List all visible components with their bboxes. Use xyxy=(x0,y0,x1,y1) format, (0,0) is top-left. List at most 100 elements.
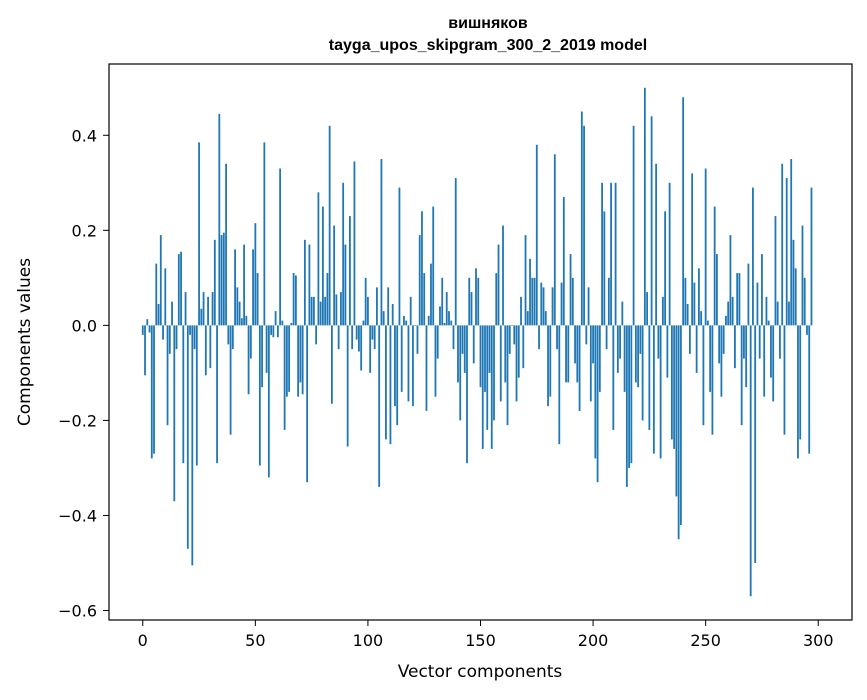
bar-8 xyxy=(159,235,162,326)
bar-19 xyxy=(184,292,187,326)
bar-277 xyxy=(765,296,768,326)
bar-49 xyxy=(252,249,254,326)
bar-7 xyxy=(157,303,160,326)
bar-16 xyxy=(177,254,180,326)
bar-230 xyxy=(659,325,662,459)
bar-81 xyxy=(324,296,327,326)
bar-39 xyxy=(229,325,232,435)
bar-29 xyxy=(207,296,209,326)
bar-243 xyxy=(688,325,691,354)
bar-151 xyxy=(481,325,484,449)
bar-68 xyxy=(294,275,297,326)
y-tick-label: 0.0 xyxy=(72,316,97,335)
bar-37 xyxy=(225,163,227,326)
bar-175 xyxy=(535,144,538,326)
bar-199 xyxy=(589,325,592,402)
bar-116 xyxy=(403,315,405,326)
bar-291 xyxy=(797,325,799,459)
bar-63 xyxy=(283,325,286,430)
bar-181 xyxy=(549,325,552,397)
bar-94 xyxy=(353,161,356,326)
bar-98 xyxy=(362,320,365,326)
bar-198 xyxy=(587,287,590,326)
bar-36 xyxy=(222,232,225,326)
bar-203 xyxy=(598,325,601,392)
x-axis-ticks: 0 50 100 150 200 250 300 xyxy=(138,620,834,650)
bar-286 xyxy=(785,178,788,326)
bar-60 xyxy=(276,325,279,338)
bar-52 xyxy=(258,325,261,466)
bar-35 xyxy=(220,235,223,326)
bar-15 xyxy=(175,325,178,350)
bar-161 xyxy=(504,325,507,383)
bar-95 xyxy=(355,325,358,340)
bar-70 xyxy=(299,325,302,383)
bar-222 xyxy=(641,325,644,421)
bar-273 xyxy=(756,282,759,326)
bar-179 xyxy=(544,311,547,326)
bar-294 xyxy=(803,277,806,326)
bar-176 xyxy=(538,325,540,350)
bar-145 xyxy=(468,277,471,326)
bar-212 xyxy=(619,325,621,359)
bar-214 xyxy=(623,325,626,392)
bar-148 xyxy=(475,268,477,326)
bar-217 xyxy=(630,325,633,464)
x-tick-label: 250 xyxy=(690,631,721,650)
bar-25 xyxy=(198,142,200,326)
bar-62 xyxy=(281,320,284,326)
bar-194 xyxy=(578,325,581,411)
y-tick-label: 0.2 xyxy=(72,221,97,240)
bar-54 xyxy=(263,142,266,326)
bar-0 xyxy=(141,325,144,335)
bar-140 xyxy=(457,325,459,383)
bar-153 xyxy=(486,325,489,430)
bar-204 xyxy=(601,182,603,326)
bar-53 xyxy=(261,325,263,388)
bar-83 xyxy=(328,125,331,326)
bar-113 xyxy=(396,325,399,426)
bar-285 xyxy=(783,325,786,435)
bar-130 xyxy=(434,325,437,397)
bar-106 xyxy=(380,159,383,326)
bar-166 xyxy=(515,325,518,402)
bar-255 xyxy=(716,254,718,326)
bar-172 xyxy=(529,258,531,326)
bar-211 xyxy=(616,325,619,373)
x-tick-label: 50 xyxy=(245,631,265,650)
bar-92 xyxy=(349,216,351,326)
bar-64 xyxy=(285,325,288,397)
bar-188 xyxy=(565,325,567,383)
bar-189 xyxy=(567,325,570,383)
bar-167 xyxy=(517,325,520,378)
bar-270 xyxy=(749,325,752,597)
bar-102 xyxy=(371,325,374,340)
bar-84 xyxy=(331,325,333,404)
bar-66 xyxy=(290,322,293,326)
bar-190 xyxy=(569,254,572,326)
bar-136 xyxy=(448,311,450,326)
bar-276 xyxy=(763,325,766,397)
bar-109 xyxy=(387,287,390,326)
bar-2 xyxy=(146,319,149,326)
bar-162 xyxy=(506,325,509,426)
bar-187 xyxy=(562,197,565,326)
bar-206 xyxy=(605,325,608,350)
bar-177 xyxy=(540,282,543,326)
bar-123 xyxy=(418,235,421,326)
x-tick-label: 150 xyxy=(465,631,496,650)
bar-196 xyxy=(583,125,585,326)
bar-186 xyxy=(560,282,563,326)
bar-115 xyxy=(400,325,403,392)
bar-114 xyxy=(398,187,401,326)
bar-289 xyxy=(792,239,795,326)
bar-267 xyxy=(743,325,745,359)
bar-254 xyxy=(713,206,716,326)
bar-21 xyxy=(189,325,191,335)
bar-97 xyxy=(360,325,363,371)
bar-33 xyxy=(216,325,218,464)
bar-142 xyxy=(461,325,464,354)
bar-293 xyxy=(801,225,804,326)
